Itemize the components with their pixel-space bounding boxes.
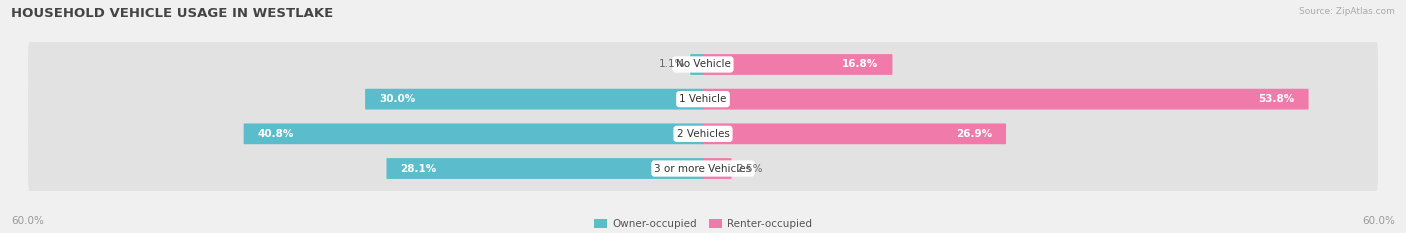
FancyBboxPatch shape <box>703 54 893 75</box>
Text: 26.9%: 26.9% <box>956 129 993 139</box>
Text: 16.8%: 16.8% <box>842 59 879 69</box>
FancyBboxPatch shape <box>703 89 1309 110</box>
Text: 1 Vehicle: 1 Vehicle <box>679 94 727 104</box>
FancyBboxPatch shape <box>366 89 703 110</box>
FancyBboxPatch shape <box>703 158 731 179</box>
Legend: Owner-occupied, Renter-occupied: Owner-occupied, Renter-occupied <box>591 215 815 233</box>
Text: 40.8%: 40.8% <box>257 129 294 139</box>
Text: 1.1%: 1.1% <box>658 59 685 69</box>
Text: 28.1%: 28.1% <box>401 164 437 174</box>
FancyBboxPatch shape <box>28 140 1378 197</box>
FancyBboxPatch shape <box>690 54 703 75</box>
Text: 2.5%: 2.5% <box>737 164 763 174</box>
Text: 60.0%: 60.0% <box>1362 216 1395 226</box>
Text: 3 or more Vehicles: 3 or more Vehicles <box>654 164 752 174</box>
Text: HOUSEHOLD VEHICLE USAGE IN WESTLAKE: HOUSEHOLD VEHICLE USAGE IN WESTLAKE <box>11 7 333 20</box>
Text: Source: ZipAtlas.com: Source: ZipAtlas.com <box>1299 7 1395 16</box>
FancyBboxPatch shape <box>243 123 703 144</box>
FancyBboxPatch shape <box>703 123 1007 144</box>
FancyBboxPatch shape <box>387 158 703 179</box>
Text: No Vehicle: No Vehicle <box>675 59 731 69</box>
FancyBboxPatch shape <box>28 36 1378 93</box>
Text: 53.8%: 53.8% <box>1258 94 1295 104</box>
FancyBboxPatch shape <box>28 71 1378 127</box>
Text: 2 Vehicles: 2 Vehicles <box>676 129 730 139</box>
FancyBboxPatch shape <box>28 106 1378 162</box>
Text: 60.0%: 60.0% <box>11 216 44 226</box>
Text: 30.0%: 30.0% <box>380 94 415 104</box>
